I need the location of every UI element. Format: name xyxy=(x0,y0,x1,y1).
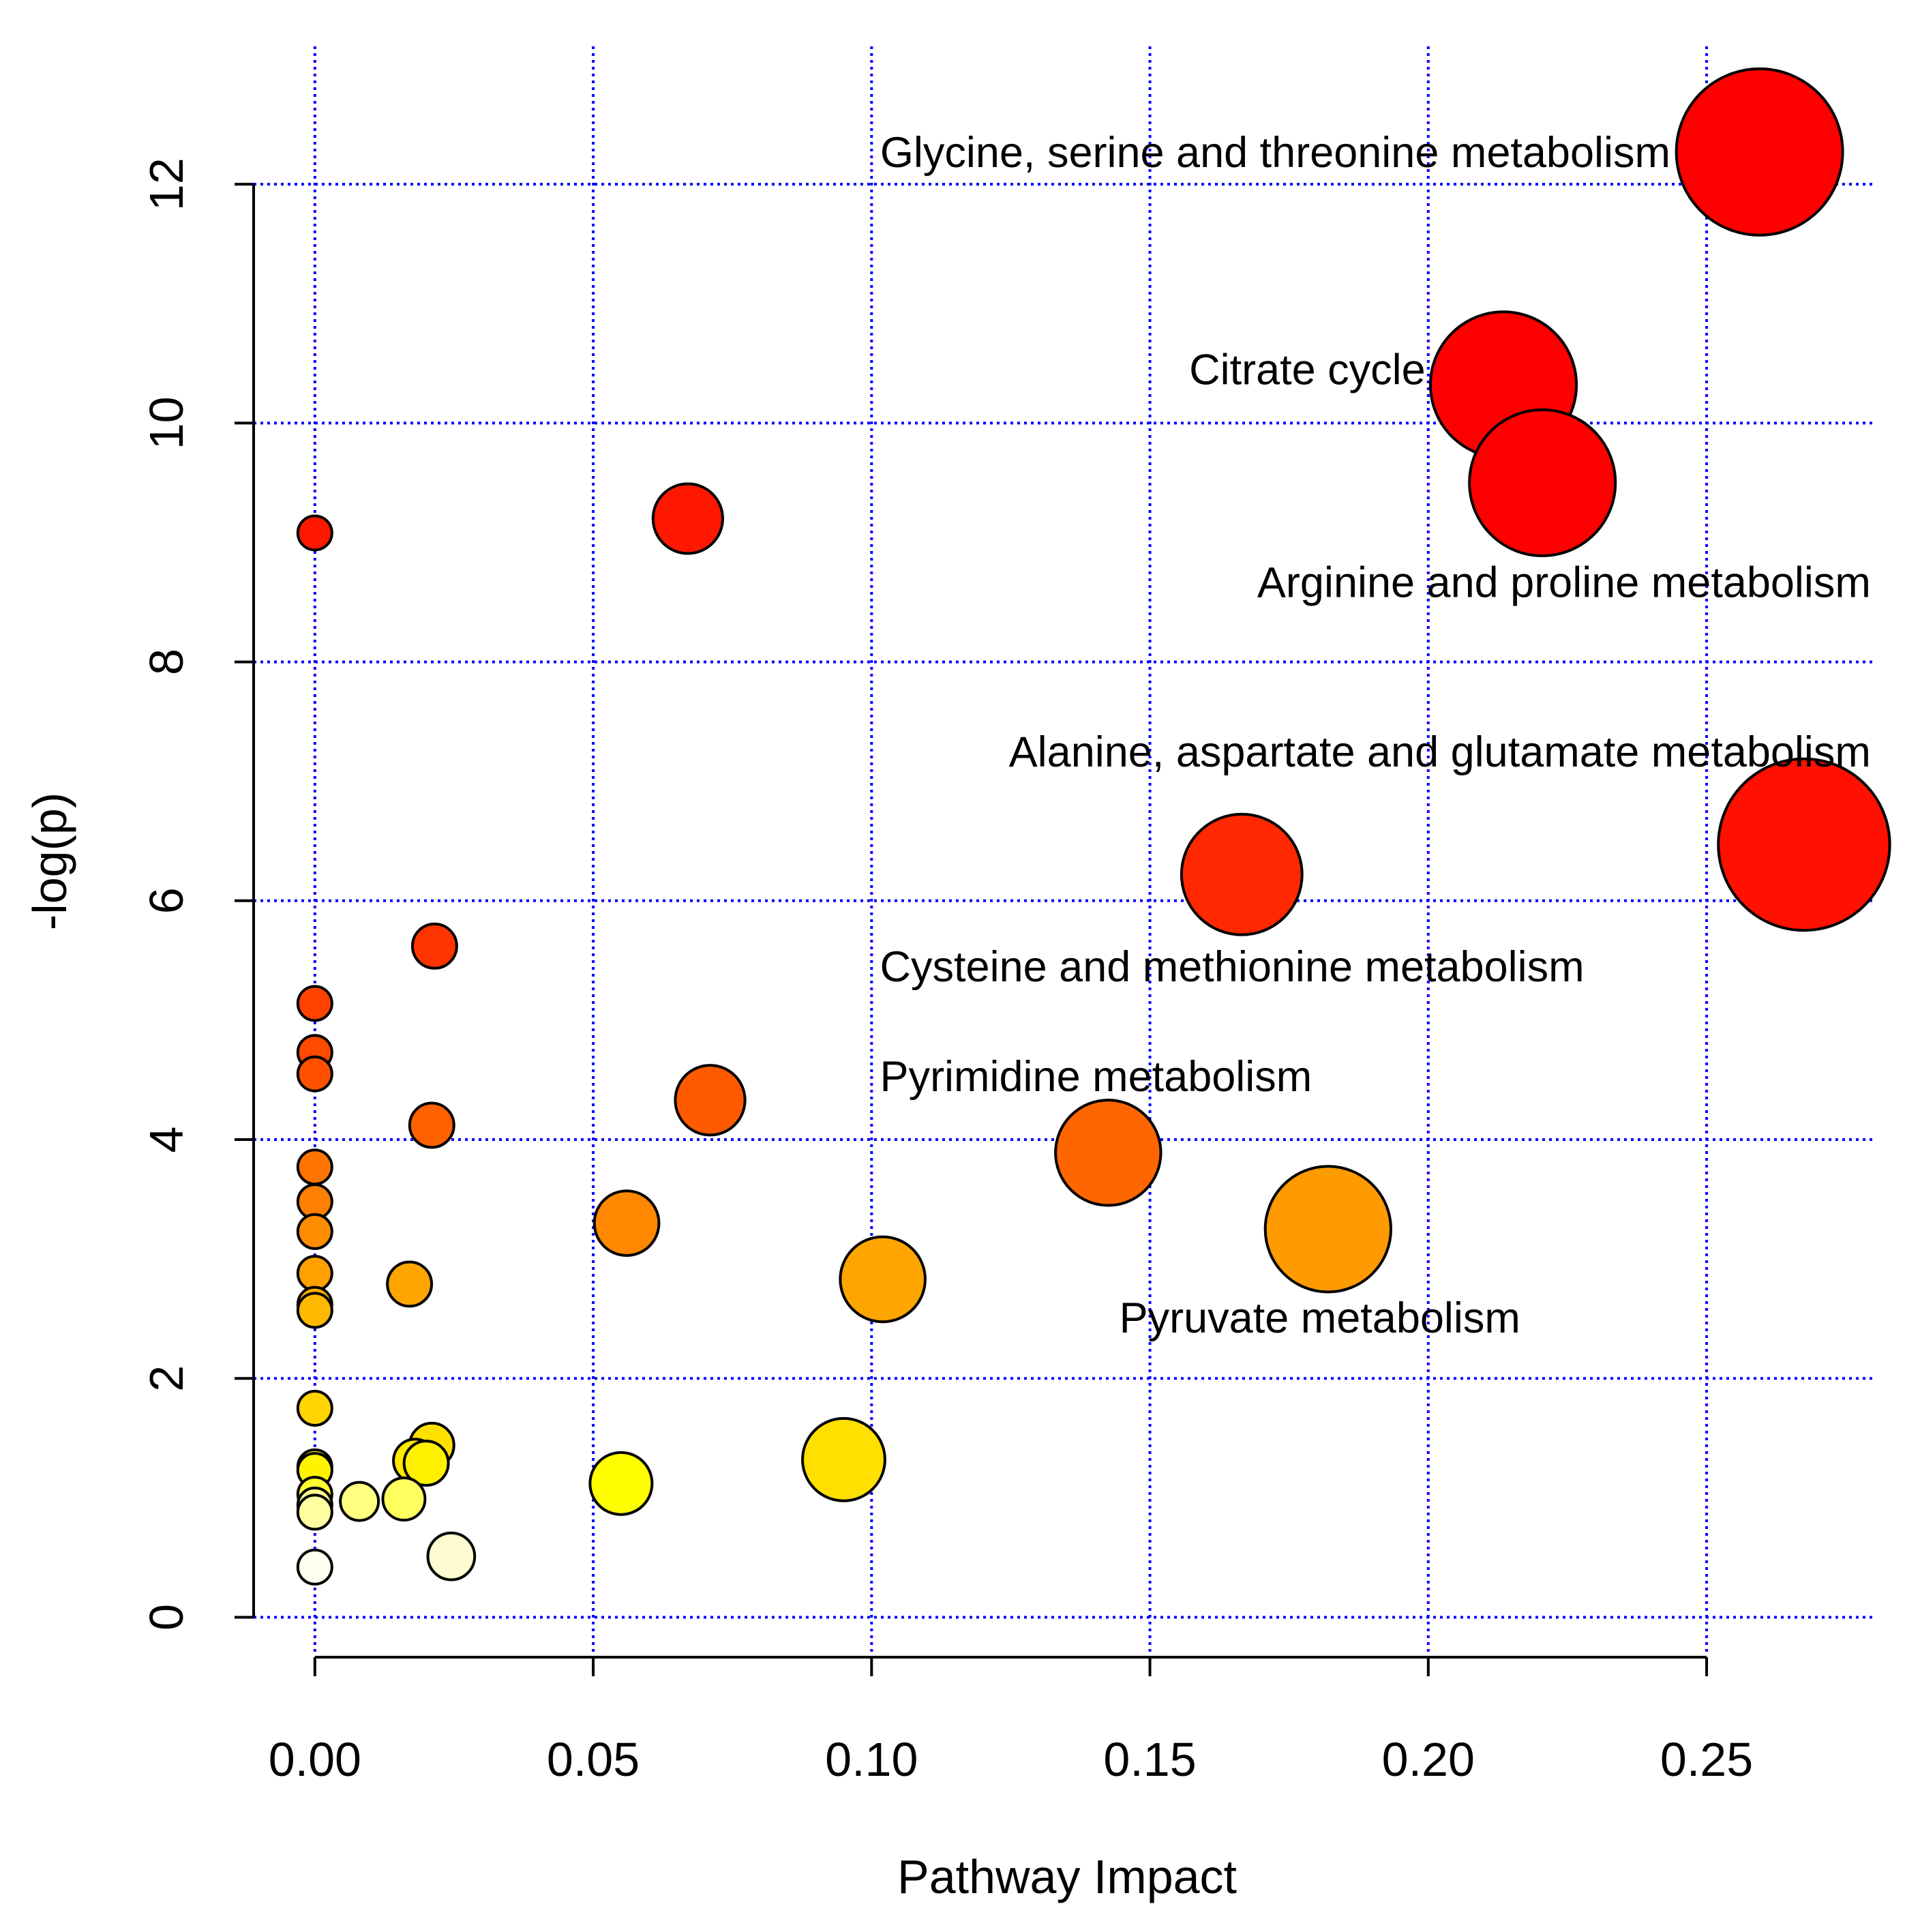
x-axis-title: Pathway Impact xyxy=(897,1850,1237,1903)
pathway-label-1: Citrate cycle xyxy=(1189,346,1426,394)
data-point-11 xyxy=(674,1064,747,1137)
points-layer xyxy=(296,67,1891,1586)
y-tick-label-1: 2 xyxy=(140,1365,193,1392)
axes-layer: 0.00 0.05 0.10 0.15 0.20 0.25 0 2 4 6 8 10 12 xyxy=(140,158,1753,1786)
data-point-34 xyxy=(339,1481,380,1522)
data-point-10 xyxy=(296,1055,333,1093)
y-tick-label-4: 8 xyxy=(140,649,193,675)
y-tick-label-0: 0 xyxy=(140,1604,193,1631)
y-tick-label-6: 12 xyxy=(140,158,193,211)
pathway-label-6: Pyruvate metabolism xyxy=(1120,1294,1520,1342)
x-tick-label-3: 0.15 xyxy=(1103,1733,1196,1786)
y-tick-label-2: 4 xyxy=(140,1127,193,1153)
data-point-8 xyxy=(296,985,333,1022)
x-tick-label-0: 0.00 xyxy=(269,1733,361,1786)
data-point-0 xyxy=(1675,67,1844,237)
pathway-label-0: Glycine, serine and threonine metabolism xyxy=(880,129,1670,177)
data-point-20 xyxy=(839,1235,927,1324)
data-point-5 xyxy=(1717,757,1891,932)
data-point-18 xyxy=(296,1213,333,1250)
data-point-13 xyxy=(1054,1099,1162,1207)
data-point-2 xyxy=(1468,408,1617,557)
data-point-6 xyxy=(1180,812,1304,936)
data-point-36 xyxy=(296,1493,333,1531)
pathway-label-5: Pyrimidine metabolism xyxy=(880,1053,1312,1101)
data-point-4 xyxy=(296,514,333,552)
pathway-label-2: Arginine and proline metabolism xyxy=(1257,559,1871,606)
data-point-38 xyxy=(296,1548,333,1586)
x-tick-label-2: 0.10 xyxy=(825,1733,918,1786)
y-tick-label-3: 6 xyxy=(140,887,193,914)
y-tick-label-5: 10 xyxy=(140,396,193,449)
data-point-28 xyxy=(402,1440,450,1487)
data-point-7 xyxy=(410,922,458,970)
data-point-17 xyxy=(1263,1165,1392,1294)
labels-layer: Glycine, serine and threonine metabolism… xyxy=(880,129,1871,1342)
data-point-23 xyxy=(296,1292,333,1329)
x-tick-label-4: 0.20 xyxy=(1382,1733,1475,1786)
grid-layer xyxy=(254,46,1874,1653)
data-point-19 xyxy=(296,1255,333,1292)
data-point-14 xyxy=(296,1148,333,1186)
y-axis-title: -log(p) xyxy=(23,792,76,930)
data-point-31 xyxy=(588,1451,654,1516)
x-tick-label-1: 0.05 xyxy=(547,1733,640,1786)
pathway-label-3: Alanine, aspartate and glutamate metabol… xyxy=(1009,728,1871,776)
data-point-37 xyxy=(426,1531,477,1581)
data-point-33 xyxy=(381,1476,427,1522)
data-point-26 xyxy=(801,1416,886,1502)
data-point-21 xyxy=(386,1260,434,1308)
pathway-label-4: Cysteine and methionine metabolism xyxy=(880,943,1585,991)
x-tick-label-5: 0.25 xyxy=(1660,1733,1753,1786)
data-point-12 xyxy=(408,1101,455,1149)
data-point-24 xyxy=(296,1390,333,1427)
data-point-16 xyxy=(592,1189,661,1257)
data-point-3 xyxy=(651,482,724,555)
